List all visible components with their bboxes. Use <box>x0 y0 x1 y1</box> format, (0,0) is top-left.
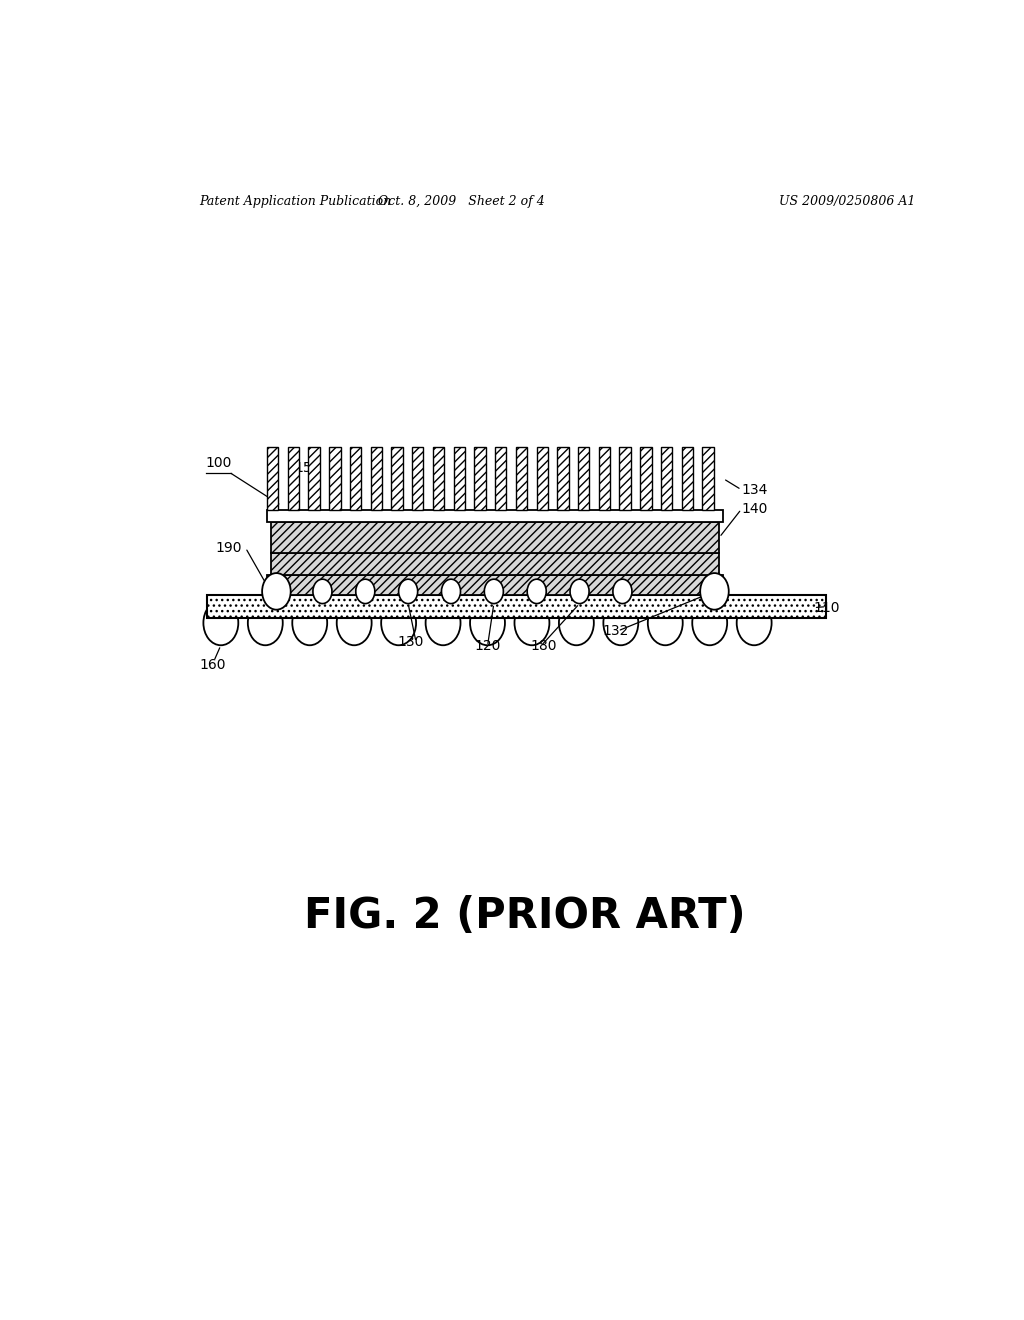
Text: 134: 134 <box>741 483 768 496</box>
Bar <box>412 447 424 510</box>
Circle shape <box>613 579 632 603</box>
Bar <box>288 447 299 510</box>
Bar <box>267 576 723 595</box>
Bar <box>267 447 279 510</box>
Bar <box>640 447 651 510</box>
Bar <box>391 447 402 510</box>
Bar <box>350 447 361 510</box>
Bar <box>267 510 723 523</box>
Text: 100: 100 <box>206 457 232 470</box>
Text: 160: 160 <box>200 657 226 672</box>
Bar <box>288 447 299 510</box>
Text: 180: 180 <box>530 639 557 653</box>
Bar <box>660 447 673 510</box>
Text: 140: 140 <box>741 502 768 516</box>
Bar <box>495 447 507 510</box>
Text: Oct. 8, 2009   Sheet 2 of 4: Oct. 8, 2009 Sheet 2 of 4 <box>378 194 545 207</box>
Bar <box>578 447 590 510</box>
Circle shape <box>470 601 505 645</box>
Circle shape <box>262 573 291 610</box>
Text: Patent Application Publication: Patent Application Publication <box>200 194 391 207</box>
Bar <box>350 447 361 510</box>
Circle shape <box>248 601 283 645</box>
Bar <box>495 447 507 510</box>
Bar <box>371 447 382 510</box>
Bar <box>270 523 719 553</box>
Bar <box>557 447 568 510</box>
Bar <box>433 447 444 510</box>
Bar <box>620 447 631 510</box>
Text: 110: 110 <box>814 601 840 615</box>
Bar <box>454 447 465 510</box>
Circle shape <box>700 573 729 610</box>
Bar <box>516 447 527 510</box>
Bar <box>391 447 402 510</box>
Circle shape <box>355 579 375 603</box>
Circle shape <box>559 601 594 645</box>
Bar <box>308 447 319 510</box>
Bar <box>474 447 485 510</box>
Circle shape <box>603 601 638 645</box>
Text: 132: 132 <box>602 624 629 638</box>
Circle shape <box>313 579 332 603</box>
Circle shape <box>570 579 589 603</box>
Bar <box>329 447 341 510</box>
Circle shape <box>736 601 772 645</box>
Text: 120: 120 <box>475 639 501 653</box>
Bar <box>412 447 424 510</box>
Bar <box>207 595 826 618</box>
Circle shape <box>398 579 418 603</box>
Bar <box>267 447 279 510</box>
Bar <box>682 447 693 510</box>
Circle shape <box>337 601 372 645</box>
Circle shape <box>484 579 504 603</box>
Bar <box>599 447 610 510</box>
Text: FIG. 2 (PRIOR ART): FIG. 2 (PRIOR ART) <box>304 895 745 937</box>
Bar <box>599 447 610 510</box>
Bar <box>454 447 465 510</box>
Bar <box>371 447 382 510</box>
Text: 190: 190 <box>215 541 242 554</box>
Text: US 2009/0250806 A1: US 2009/0250806 A1 <box>778 194 915 207</box>
Bar <box>682 447 693 510</box>
Bar <box>516 447 527 510</box>
Bar <box>702 447 714 510</box>
Bar <box>537 447 548 510</box>
Circle shape <box>204 601 239 645</box>
Bar <box>474 447 485 510</box>
Circle shape <box>426 601 461 645</box>
Circle shape <box>292 601 328 645</box>
Circle shape <box>441 579 461 603</box>
Bar <box>433 447 444 510</box>
Bar <box>270 553 719 576</box>
Circle shape <box>514 601 550 645</box>
Circle shape <box>381 601 416 645</box>
Text: 150: 150 <box>295 462 322 475</box>
Bar <box>557 447 568 510</box>
Circle shape <box>527 579 546 603</box>
Bar <box>620 447 631 510</box>
Circle shape <box>648 601 683 645</box>
Bar <box>308 447 319 510</box>
Bar <box>660 447 673 510</box>
Bar <box>207 595 826 618</box>
Bar <box>578 447 590 510</box>
Bar <box>702 447 714 510</box>
Bar <box>537 447 548 510</box>
Bar <box>640 447 651 510</box>
Bar <box>329 447 341 510</box>
Text: 130: 130 <box>397 635 424 649</box>
Circle shape <box>692 601 727 645</box>
